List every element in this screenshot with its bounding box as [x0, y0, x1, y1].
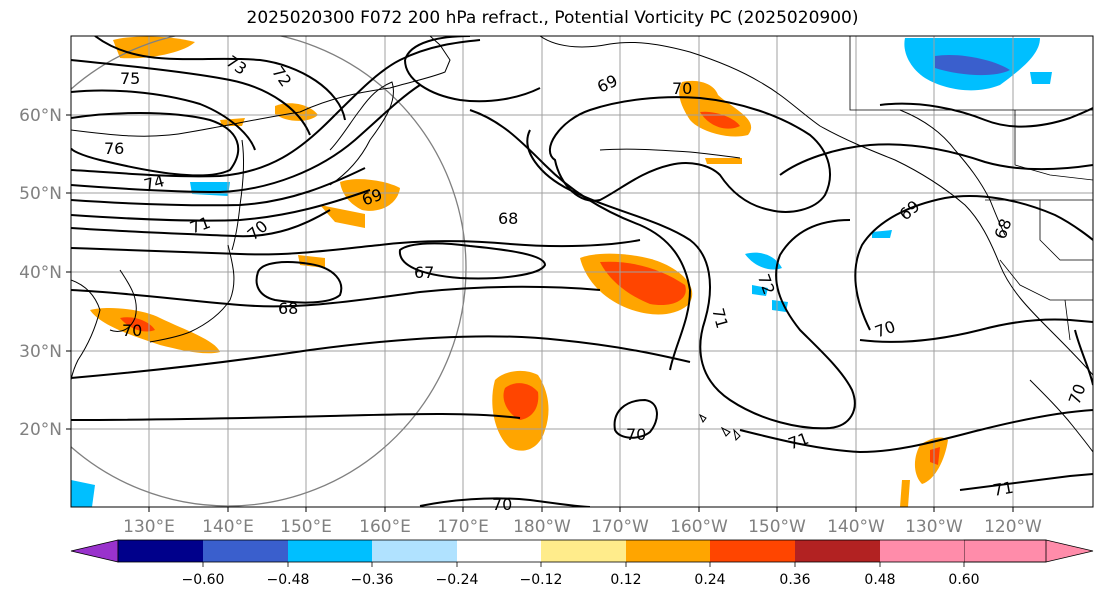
pv-positive-area — [900, 480, 910, 507]
lon-label: 140°E — [202, 517, 254, 537]
pv-negative-area — [872, 230, 892, 238]
contour-label: 70 — [626, 425, 646, 444]
colorbar-tick-label: 0.24 — [694, 572, 725, 588]
lon-label: 150°W — [748, 517, 806, 537]
colorbar-frame — [117, 539, 1047, 563]
coast-bc — [899, 109, 1006, 236]
lat-label: 60°N — [19, 106, 62, 126]
lon-label: 180°W — [513, 517, 571, 537]
colorbar-segment — [457, 540, 541, 562]
colorbar-tick-label: −0.12 — [520, 572, 563, 588]
contour-label: 70 — [122, 321, 142, 340]
colorbar-segment — [118, 540, 203, 562]
colorbar-segment — [372, 540, 457, 562]
contour-label: 70 — [492, 495, 512, 514]
contour-label: 71 — [991, 478, 1014, 500]
pv-positive-area-strong — [600, 261, 686, 306]
contour-label: 71 — [708, 306, 732, 331]
pv-negative-area — [1030, 72, 1052, 84]
contour-label: 67 — [414, 263, 434, 282]
pv-positive-area — [705, 158, 742, 164]
contour-label: 76 — [104, 139, 124, 158]
colorbar-tick-label: −0.48 — [267, 572, 310, 588]
colorbar-extend-low — [70, 539, 119, 563]
colorbar-segment — [541, 540, 626, 562]
colorbar-extend-high — [963, 539, 1094, 563]
colorbar-segment — [626, 540, 710, 562]
colorbar-segment — [203, 540, 288, 562]
lat-label: 30°N — [19, 342, 62, 362]
colorbar-segment — [288, 540, 372, 562]
range-circle — [71, 36, 467, 507]
lat-label: 50°N — [19, 184, 62, 204]
lon-label: 140°W — [827, 517, 885, 537]
latitude-labels: 60°N 50°N 40°N 30°N 20°N — [19, 106, 62, 440]
colorbar-segment — [880, 540, 964, 562]
contour-label: 75 — [120, 69, 140, 88]
pv-positive-area-strong — [700, 111, 740, 129]
colorbar: −0.60 −0.48 −0.36 −0.24 −0.12 0.12 0.24 … — [70, 539, 1094, 588]
colorbar-tick-label: −0.24 — [436, 572, 479, 588]
contour-label: 68 — [498, 209, 518, 228]
pv-positive-area-strong — [930, 447, 940, 465]
contour-label: 74 — [142, 171, 167, 195]
lat-label: 40°N — [19, 263, 62, 283]
coast-korea — [109, 269, 137, 332]
colorbar-tick-label: 0.12 — [610, 572, 641, 588]
colorbar-tick-label: 0.60 — [948, 572, 979, 588]
lon-label: 130°W — [905, 517, 963, 537]
map-title: 2025020300 F072 200 hPa refract., Potent… — [246, 8, 859, 28]
lon-label: 160°W — [670, 517, 728, 537]
colorbar-tick-label: −0.36 — [351, 572, 394, 588]
pv-positive-area — [320, 205, 365, 228]
island-hawaii — [699, 413, 741, 442]
colorbar-segment — [710, 540, 795, 562]
pv-positive-area — [298, 255, 325, 268]
tick-marks — [66, 114, 1014, 512]
lon-label: 130°E — [123, 517, 175, 537]
pv-negative-area-strong — [935, 54, 1010, 76]
pv-positive-area — [113, 36, 195, 59]
coast-baja — [1029, 379, 1093, 453]
lon-label: 170°W — [591, 517, 649, 537]
coast-kamchatka — [329, 81, 394, 186]
pv-negative-area — [71, 480, 95, 507]
pv-negative-area — [745, 252, 782, 270]
pv-positive-area-strong — [503, 383, 539, 420]
pv-shading — [71, 36, 1052, 507]
coast-japan — [149, 244, 235, 343]
pv-negative-area — [752, 285, 768, 296]
lon-label: 160°E — [359, 517, 411, 537]
map-area — [71, 36, 1093, 507]
lon-label: 170°E — [437, 517, 489, 537]
contour-label: 68 — [278, 299, 298, 318]
lon-label: 150°E — [280, 517, 332, 537]
contour-label: 70 — [672, 79, 692, 98]
pv-positive-area-strong — [120, 317, 155, 332]
colorbar-tick-label: −0.60 — [182, 572, 225, 588]
colorbar-tick-label: 0.36 — [779, 572, 810, 588]
contours — [71, 36, 1093, 507]
lat-label: 20°N — [19, 420, 62, 440]
coast-aleutians — [599, 148, 741, 159]
lon-label: 120°W — [984, 517, 1042, 537]
colorbar-tick-label: 0.48 — [864, 572, 895, 588]
colorbar-segment — [795, 540, 880, 562]
longitude-labels: 130°E 140°E 150°E 160°E 170°E 180°W 170°… — [123, 517, 1042, 537]
pv-negative-area — [190, 182, 230, 196]
pv-negative-area — [772, 300, 788, 312]
coast-alaska — [539, 36, 1093, 376]
